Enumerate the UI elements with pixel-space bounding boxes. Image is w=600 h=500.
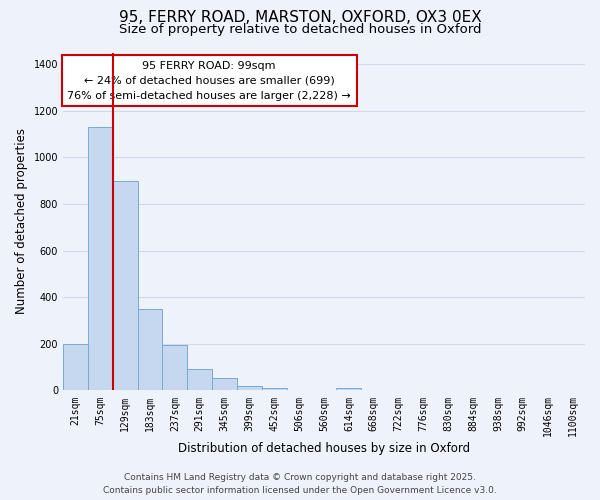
Bar bbox=[163, 345, 187, 391]
Bar bbox=[237, 386, 262, 390]
Text: Contains HM Land Registry data © Crown copyright and database right 2025.
Contai: Contains HM Land Registry data © Crown c… bbox=[103, 473, 497, 495]
Bar bbox=[88, 127, 113, 390]
Bar bbox=[187, 370, 212, 390]
Bar bbox=[137, 309, 163, 390]
Bar bbox=[337, 388, 361, 390]
X-axis label: Distribution of detached houses by size in Oxford: Distribution of detached houses by size … bbox=[178, 442, 470, 455]
Y-axis label: Number of detached properties: Number of detached properties bbox=[15, 128, 28, 314]
Text: 95, FERRY ROAD, MARSTON, OXFORD, OX3 0EX: 95, FERRY ROAD, MARSTON, OXFORD, OX3 0EX bbox=[119, 10, 481, 25]
Bar bbox=[262, 388, 287, 390]
Bar bbox=[113, 180, 137, 390]
Text: Size of property relative to detached houses in Oxford: Size of property relative to detached ho… bbox=[119, 22, 481, 36]
Bar bbox=[212, 378, 237, 390]
Bar bbox=[63, 344, 88, 391]
Text: 95 FERRY ROAD: 99sqm
← 24% of detached houses are smaller (699)
76% of semi-deta: 95 FERRY ROAD: 99sqm ← 24% of detached h… bbox=[67, 61, 351, 100]
